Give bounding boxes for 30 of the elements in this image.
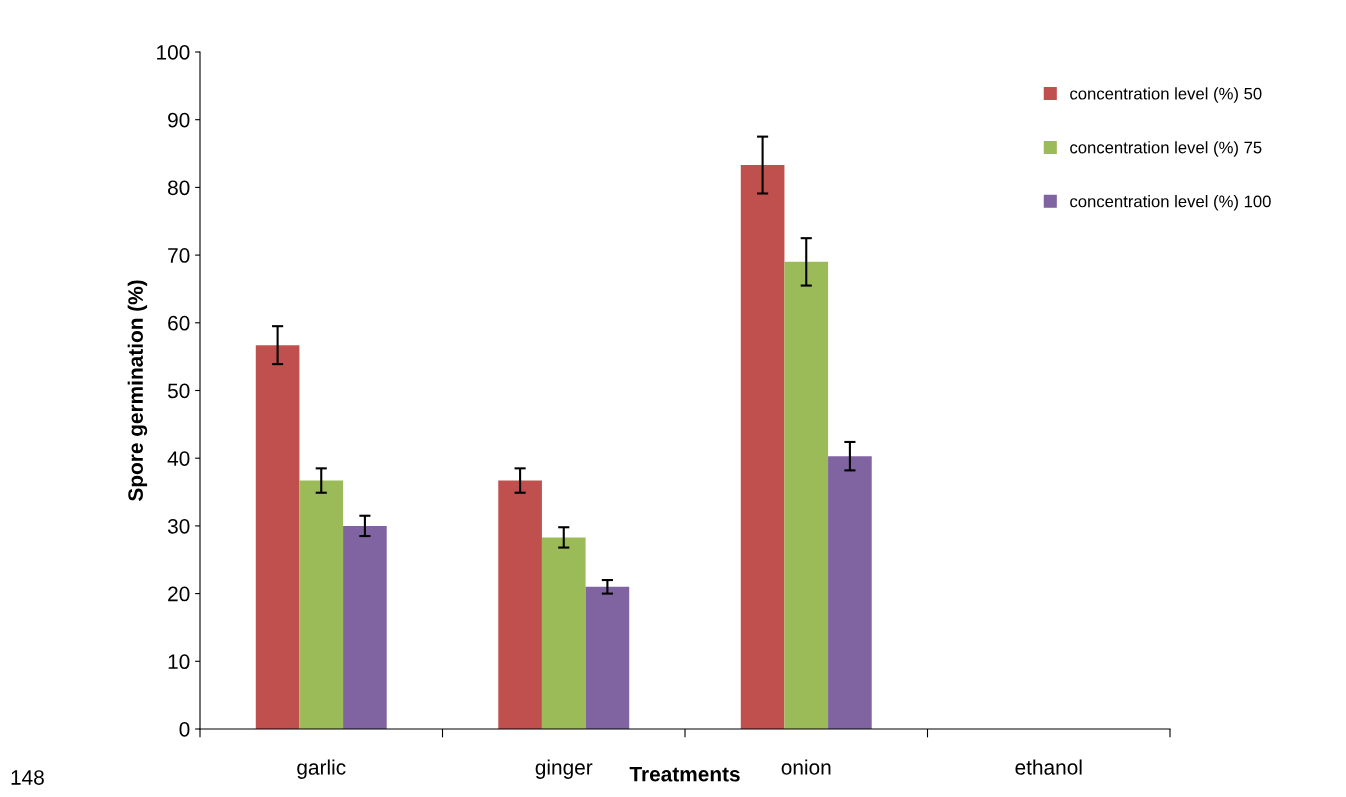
- y-tick-label: 0: [179, 722, 190, 737]
- y-tick-label: 60: [168, 315, 190, 331]
- y-tick-label: 70: [168, 248, 190, 263]
- y-tick-label: 100: [157, 45, 190, 60]
- y-tick-label: 50: [167, 383, 190, 399]
- x-tick-label: onion: [781, 759, 831, 775]
- x-tick-label: garlic: [297, 759, 346, 779]
- x-axis-title: Treatments: [629, 767, 740, 782]
- bar: [585, 586, 630, 729]
- y-tick-label: 80: [168, 180, 190, 196]
- bar: [498, 480, 542, 729]
- y-tick-label: 30: [167, 518, 190, 534]
- legend-label: concentration level (%) 50: [1070, 87, 1262, 103]
- bar: [740, 165, 785, 729]
- y-tick-label: 10: [168, 654, 190, 670]
- bar: [299, 480, 344, 729]
- y-tick-label: 20: [168, 586, 190, 602]
- legend-label: concentration level (%) 75: [1070, 141, 1262, 157]
- bar: [541, 537, 586, 729]
- text: 148: [11, 770, 44, 785]
- bar: [784, 261, 829, 729]
- y-tick-label: 40: [167, 451, 190, 466]
- x-tick-label: ethanol: [1015, 759, 1082, 775]
- y-tick-label: 90: [168, 112, 190, 128]
- x-tick-label: ginger: [535, 759, 593, 779]
- y-axis-title: Spore germination (%): [127, 280, 148, 502]
- bar: [343, 525, 387, 729]
- bar: [255, 345, 300, 729]
- legend-label: concentration level (%) 100: [1070, 195, 1271, 211]
- bar: [828, 456, 872, 729]
